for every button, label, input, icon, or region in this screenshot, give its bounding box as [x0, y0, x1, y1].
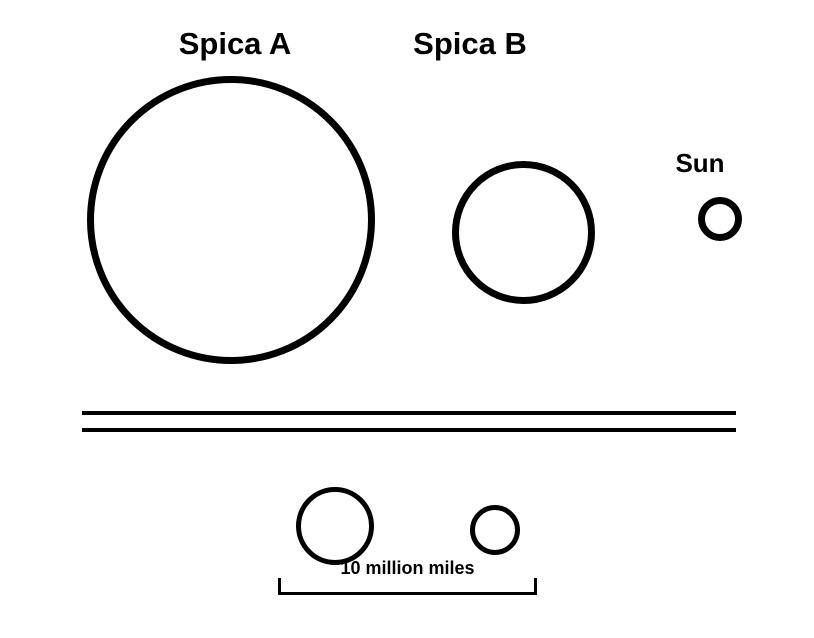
star-comparison-diagram: Spica A Spica B Sun 10 million miles	[0, 0, 814, 638]
scale-bar-label: 10 million miles	[340, 558, 474, 579]
spica-a-label: Spica A	[179, 26, 292, 62]
spica-b-circle	[452, 161, 595, 304]
scale-bar-baseline	[278, 592, 537, 595]
orbit-a-circle	[296, 487, 374, 565]
divider-line-top	[82, 411, 736, 415]
divider-line-bottom	[82, 428, 736, 432]
sun-label: Sun	[675, 148, 724, 179]
scale-bar-right-tick	[534, 578, 537, 595]
spica-b-label: Spica B	[413, 26, 527, 62]
sun-circle	[698, 197, 742, 241]
orbit-b-circle	[470, 505, 520, 555]
spica-a-circle	[87, 76, 375, 364]
